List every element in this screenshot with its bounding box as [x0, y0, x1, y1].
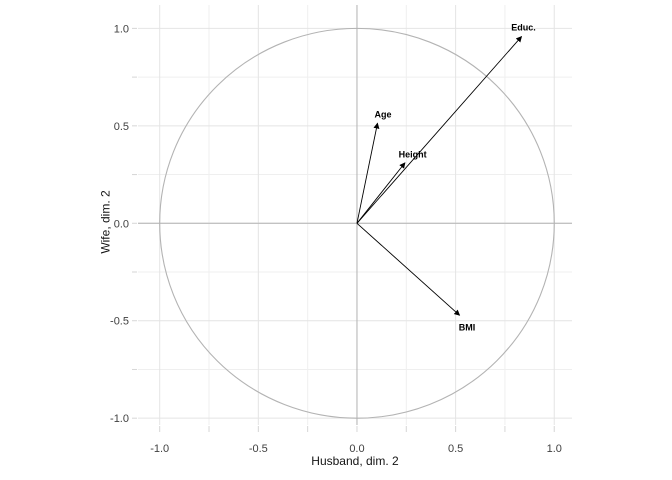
variable-label-educ: Educ.: [511, 23, 536, 33]
y-axis-tick-labels: -1.0 -0.5 0.0 0.5 1.0: [110, 23, 129, 425]
axis-tick-marks: [132, 27, 555, 432]
gridlines-major: [138, 5, 572, 425]
variable-arrows: Educ. Age Height BMI: [356, 23, 536, 333]
x-tick-label: 0.5: [448, 443, 463, 455]
x-tick-label: 1.0: [547, 443, 562, 455]
x-axis-title: Husband, dim. 2: [311, 454, 399, 468]
variable-arrow-bmi: [356, 222, 461, 316]
variable-label-age: Age: [375, 109, 392, 119]
zero-reference-lines: [138, 5, 572, 425]
variable-arrow-age: [356, 122, 380, 224]
y-tick-label: -1.0: [110, 413, 129, 425]
x-tick-label: -1.0: [150, 443, 169, 455]
y-tick-label: 0.0: [114, 218, 129, 230]
variable-arrow-height: [356, 162, 406, 224]
y-axis-title: Wife, dim. 2: [98, 190, 113, 254]
variable-label-height: Height: [399, 149, 427, 159]
x-axis-tick-labels: -1.0 -0.5 0.0 0.5 1.0: [150, 443, 562, 455]
y-tick-label: 1.0: [114, 23, 129, 35]
variable-arrow-educ: [356, 35, 523, 224]
variable-label-bmi: BMI: [459, 323, 476, 333]
y-tick-label: 0.5: [114, 121, 129, 133]
x-tick-label: 0.0: [349, 443, 364, 455]
unit-circle: [159, 27, 555, 419]
y-tick-label: -0.5: [110, 316, 129, 328]
x-tick-label: -0.5: [249, 443, 268, 455]
gridlines-minor: [138, 5, 572, 425]
